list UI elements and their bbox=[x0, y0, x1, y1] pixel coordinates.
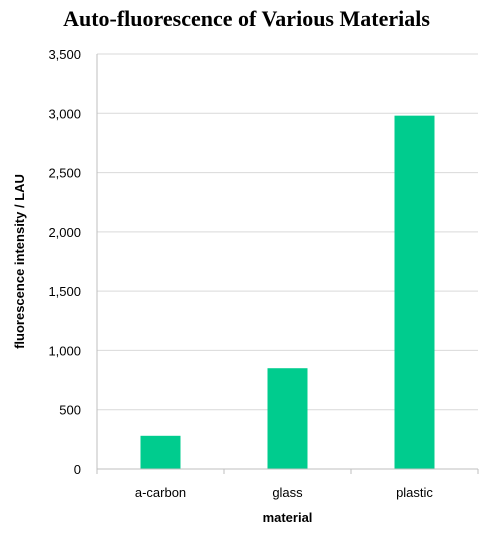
x-tick-label: plastic bbox=[396, 485, 433, 500]
gridlines bbox=[97, 53, 478, 411]
x-tick-labels: a-carbon glass plastic bbox=[135, 485, 434, 500]
axes bbox=[96, 54, 479, 474]
y-tick-labels: 0 500 1,000 1,500 2,000 2,500 3,000 3,500 bbox=[48, 47, 81, 477]
y-tick-label: 500 bbox=[59, 403, 81, 418]
y-axis-title: fluorescence intensity / LAU bbox=[12, 174, 27, 349]
y-tick-label: 0 bbox=[74, 462, 81, 477]
x-tick-label: glass bbox=[272, 485, 303, 500]
bar-glass bbox=[267, 368, 308, 469]
y-tick-label: 2,000 bbox=[48, 225, 81, 240]
bar-plastic bbox=[394, 115, 435, 470]
chart-title: Auto-fluorescence of Various Materials bbox=[63, 6, 430, 31]
y-tick-label: 2,500 bbox=[48, 166, 81, 181]
y-tick-label: 3,500 bbox=[48, 47, 81, 62]
bars bbox=[140, 115, 435, 470]
x-axis-title: material bbox=[263, 510, 313, 525]
x-tick-label: a-carbon bbox=[135, 485, 186, 500]
y-tick-label: 1,500 bbox=[48, 284, 81, 299]
y-tick-label: 3,000 bbox=[48, 106, 81, 121]
bar-a-carbon bbox=[140, 435, 181, 469]
y-tick-label: 1,000 bbox=[48, 343, 81, 358]
